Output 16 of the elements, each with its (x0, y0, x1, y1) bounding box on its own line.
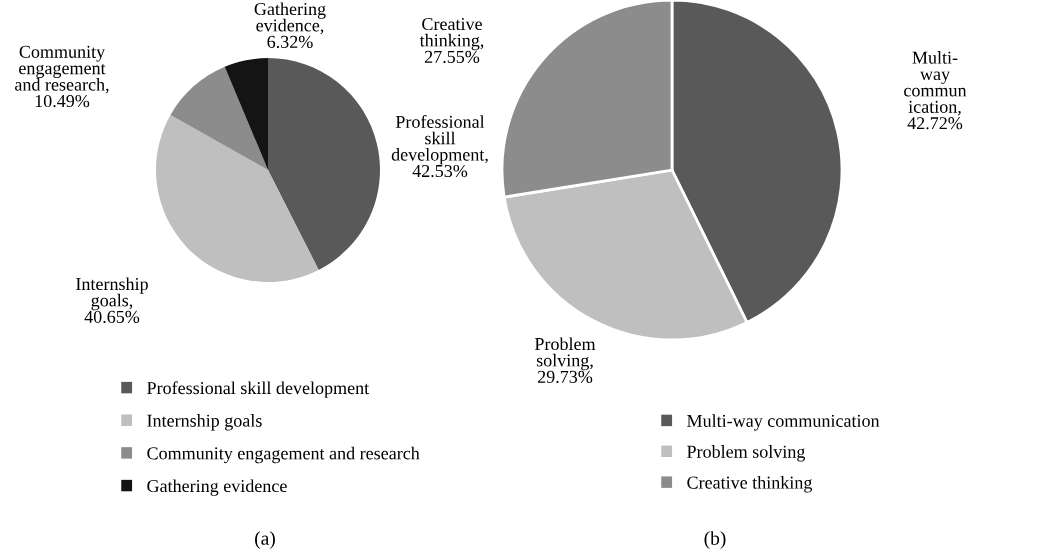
data-label: Internship goals, 40.65% (76, 277, 148, 323)
data-label: Community engagement and research, 10.49% (15, 45, 109, 108)
legend-label: Internship goals (147, 414, 262, 431)
legend-label: Multi-way communication (687, 414, 880, 431)
data-label: Multi- way commun ication, 42.72% (904, 51, 967, 130)
legend-label: Problem solving (687, 445, 806, 462)
legend-label: Community engagement and research (147, 446, 420, 464)
text: (b) (704, 531, 726, 549)
data-label: Problem solving, 29.73% (534, 337, 596, 383)
legend-label: Professional skill development (147, 381, 370, 398)
data-label: Creative thinking, 27.55% (419, 17, 484, 63)
data-label: Gathering evidence, 6.32% (254, 2, 326, 48)
text: (a) (255, 531, 275, 549)
legend-label: Gathering evidence (147, 479, 287, 496)
data-label: Professional skill development, 42.53% (391, 115, 488, 178)
legend-label: Creative thinking (687, 475, 813, 493)
